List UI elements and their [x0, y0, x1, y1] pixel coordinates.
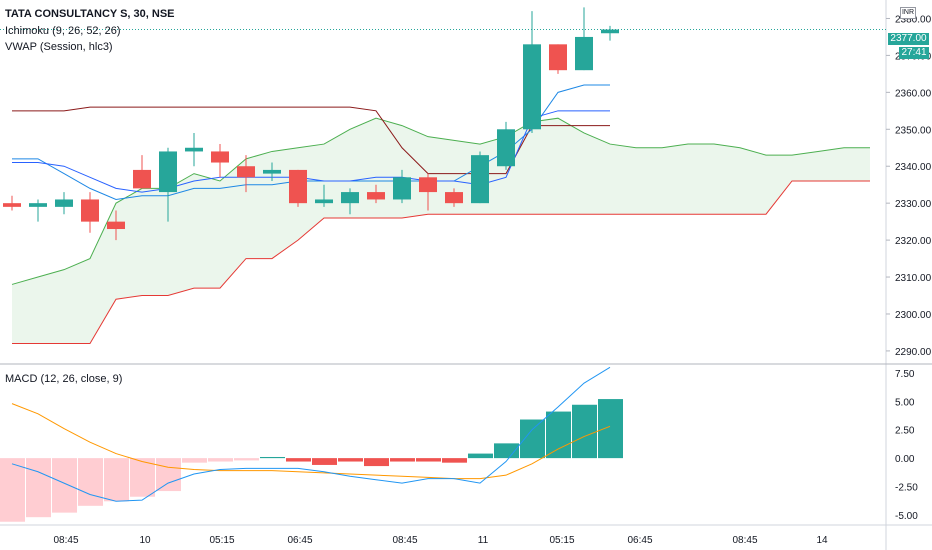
- time-tick-label: 08:45: [53, 535, 78, 546]
- macd-signal-line: [11, 403, 611, 480]
- price-tick-label: 2350.00: [895, 125, 932, 136]
- macd-histogram-bar: [390, 458, 415, 462]
- countdown-badge: 27:41: [899, 47, 929, 59]
- candle-body: [497, 129, 515, 167]
- candle-body: [211, 151, 229, 163]
- candle-body: [81, 199, 99, 222]
- time-tick-label: 08:45: [732, 535, 757, 546]
- price-tick-label: 2330.00: [895, 199, 932, 210]
- time-tick-label: 14: [816, 535, 828, 546]
- candle-body: [575, 36, 593, 71]
- macd-histogram-bar: [208, 458, 233, 462]
- candle-body: [471, 155, 489, 204]
- candle-body: [289, 169, 307, 204]
- time-tick-label: 05:15: [549, 535, 574, 546]
- candle-body: [419, 177, 437, 193]
- time-tick-label: 06:45: [287, 535, 312, 546]
- time-tick-label: 05:15: [209, 535, 234, 546]
- macd-legend[interactable]: MACD (12, 26, close, 9): [5, 373, 123, 385]
- candle-body: [601, 29, 619, 34]
- macd-histogram-bar: [338, 458, 363, 462]
- price-tick-label: 2380.00: [895, 14, 932, 25]
- macd-histogram-bar: [416, 458, 441, 462]
- macd-histogram-bar: [234, 458, 259, 461]
- candle-body: [393, 177, 411, 200]
- macd-histogram-bar: [520, 419, 545, 459]
- macd-tick-label: 0.00: [895, 454, 915, 465]
- macd-histogram-bar: [52, 458, 77, 513]
- macd-histogram-bar: [26, 458, 51, 518]
- macd-histogram-bar: [130, 458, 155, 497]
- candle-body: [263, 169, 281, 174]
- time-tick-label: 11: [478, 535, 489, 546]
- macd-histogram-bar: [442, 458, 467, 463]
- candle-body: [367, 192, 385, 200]
- candle-body: [315, 199, 333, 204]
- macd-histogram-bar: [104, 458, 129, 502]
- candle-body: [55, 199, 73, 207]
- price-tick-label: 2290.00: [895, 347, 932, 358]
- chart-title: TATA CONSULTANCY S, 30, NSE: [5, 8, 175, 20]
- ichimoku-legend[interactable]: Ichimoku (9, 26, 52, 26): [5, 25, 121, 37]
- price-tick-label: 2340.00: [895, 162, 932, 173]
- macd-histogram-bar: [468, 453, 493, 459]
- macd-histogram-bar: [260, 456, 285, 459]
- macd-histogram-bar: [286, 458, 311, 462]
- macd-histogram-bar: [546, 411, 571, 459]
- macd-histogram-bar: [364, 458, 389, 467]
- macd-tick-label: -2.50: [895, 483, 918, 494]
- macd-histogram-bar: [572, 404, 597, 459]
- price-tick-label: 2310.00: [895, 273, 932, 284]
- time-tick-label: 08:45: [392, 535, 417, 546]
- macd-histogram-bar: [78, 458, 103, 506]
- candle-body: [185, 147, 203, 152]
- ichimoku-cloud: [12, 118, 870, 344]
- macd-tick-label: 7.50: [895, 369, 915, 380]
- macd-histogram-bar: [312, 458, 337, 465]
- candle-body: [107, 221, 125, 230]
- ichimoku-lead-b-line: [12, 180, 870, 345]
- candle-body: [3, 203, 21, 207]
- time-tick-label: 10: [139, 535, 151, 546]
- price-tick-label: 2360.00: [895, 88, 932, 99]
- time-tick-label: 06:45: [627, 535, 652, 546]
- candle-body: [549, 44, 567, 71]
- price-tick-label: 2300.00: [895, 310, 932, 321]
- macd-histogram-bar: [0, 458, 25, 522]
- candle-body: [133, 169, 151, 189]
- macd-histogram-bar: [156, 458, 181, 492]
- price-tick-label: 2320.00: [895, 236, 932, 247]
- macd-histogram-bar: [494, 443, 519, 459]
- macd-histogram-bar: [182, 458, 207, 463]
- macd-tick-label: 5.00: [895, 397, 915, 408]
- candle-body: [29, 203, 47, 207]
- candle-body: [341, 192, 359, 204]
- candle-body: [445, 192, 463, 204]
- macd-tick-label: -5.00: [895, 511, 918, 522]
- macd-tick-label: 2.50: [895, 426, 915, 437]
- ichimoku-lead-a-line: [11, 117, 870, 285]
- macd-histogram-bar: [598, 399, 623, 459]
- macd-line: [11, 366, 611, 502]
- candle-body: [159, 151, 177, 193]
- vwap-legend[interactable]: VWAP (Session, hlc3): [5, 41, 113, 53]
- vwap-line: [12, 110, 610, 193]
- candle-body: [523, 44, 541, 130]
- candle-body: [237, 166, 255, 178]
- currency-badge: INR: [900, 7, 916, 19]
- last-price-badge: 2377.00: [888, 33, 929, 45]
